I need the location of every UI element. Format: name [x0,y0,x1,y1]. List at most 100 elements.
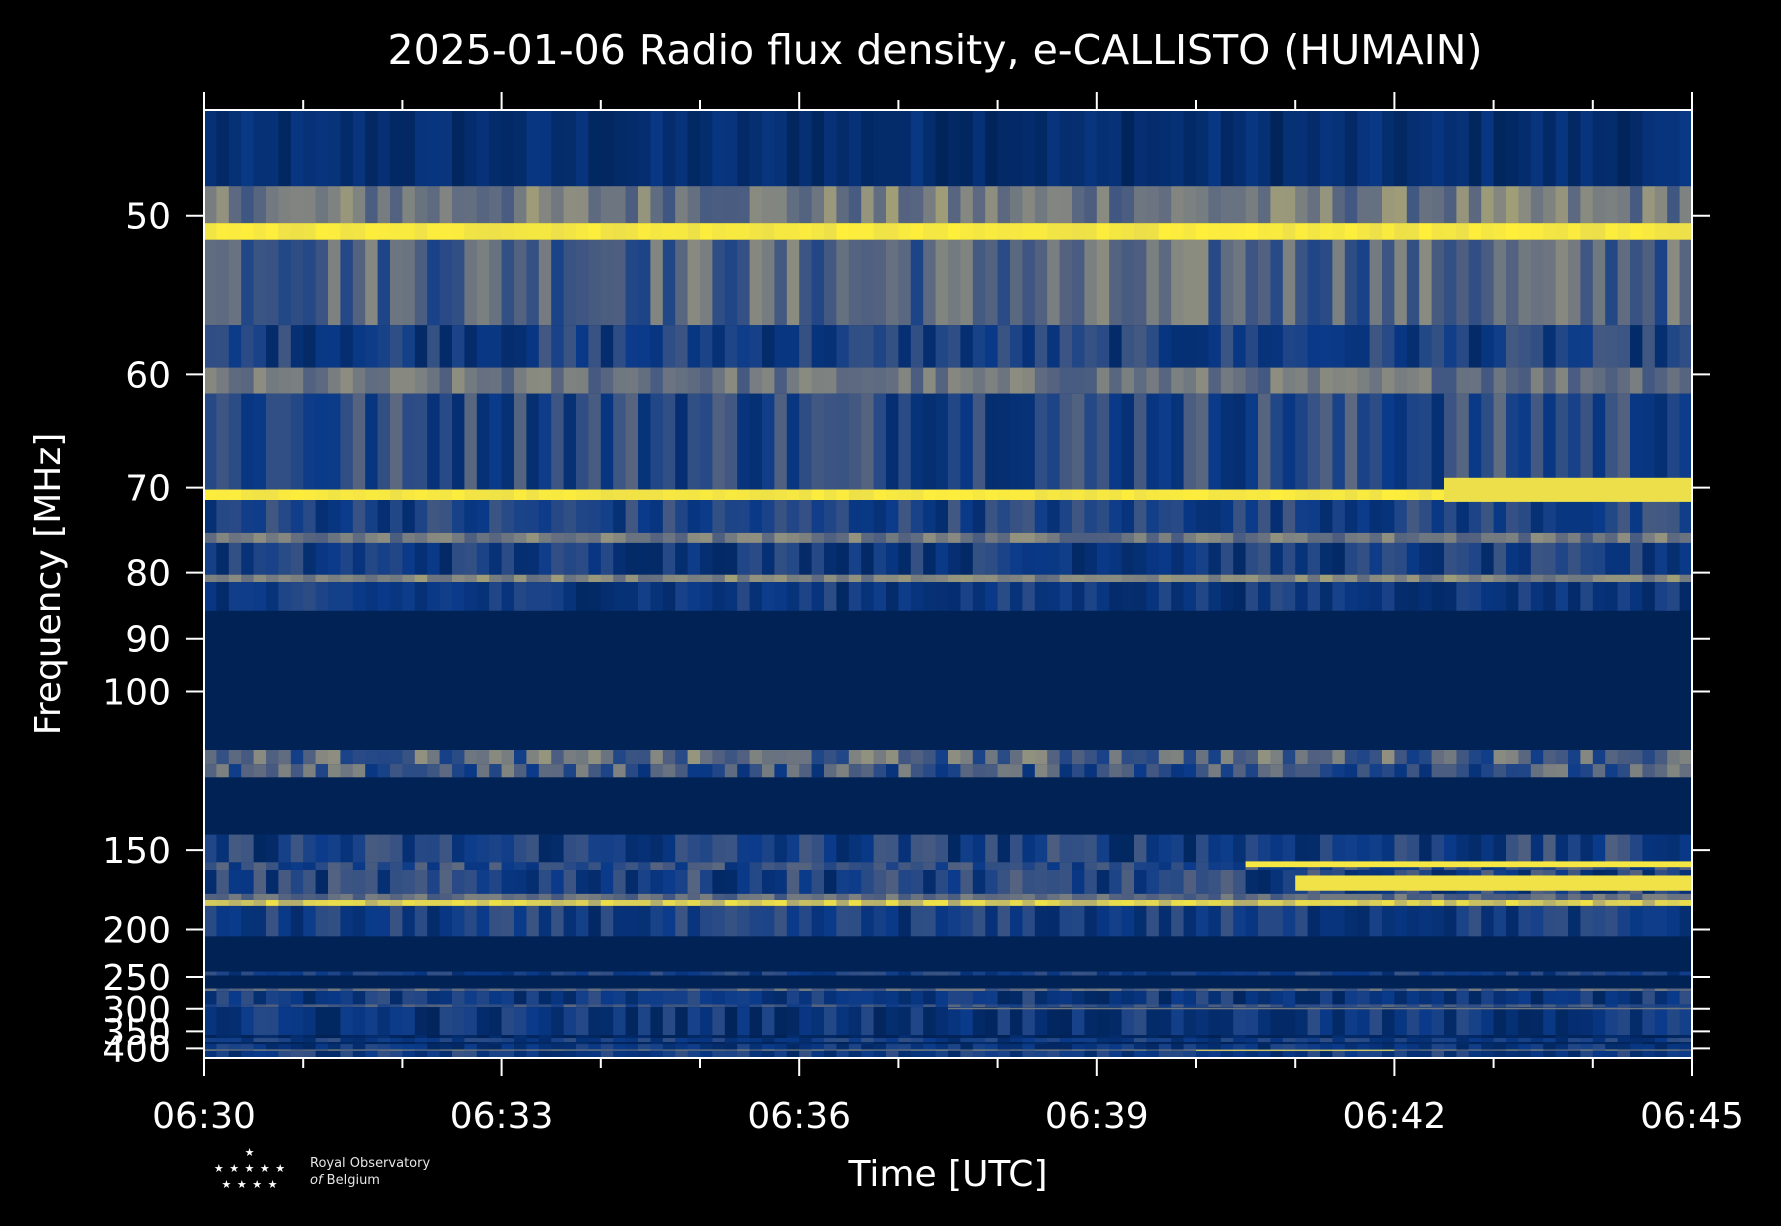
heatmap-cell [1630,1038,1643,1043]
heatmap-cell [1568,1035,1581,1039]
heatmap-cell [253,834,267,863]
heatmap-cell [625,834,639,863]
heatmap-cell [1208,110,1222,187]
heatmap-cell [1233,223,1247,240]
heatmap-cell [402,1050,416,1058]
heatmap-cell [414,532,428,543]
heatmap-cell [526,325,540,368]
heatmap-cell [228,223,242,240]
heatmap-cell [774,532,788,543]
heatmap-cell [910,893,924,901]
heatmap-cell [1282,1038,1296,1043]
heatmap-cell [266,1042,279,1045]
heatmap-cell [1121,893,1135,901]
heatmap-cell [1592,186,1606,224]
heatmap-cell [638,750,651,765]
heatmap-cell [972,532,986,543]
heatmap-cell [216,110,230,187]
heatmap-cell [1171,582,1185,611]
heatmap-cell [266,489,279,501]
heatmap-cell [352,1044,366,1050]
heatmap-cell [1171,905,1185,937]
heatmap-cell [1679,1044,1693,1050]
heatmap-cell [228,574,242,583]
heatmap-cell [997,870,1011,894]
heatmap-cell [1369,905,1383,937]
heatmap-cell [1617,988,1631,992]
heatmap-cell [1022,905,1036,937]
heatmap-cell [1171,1044,1185,1050]
heatmap-cell [576,239,589,326]
heatmap-cell [836,489,850,501]
heatmap-cell [1010,834,1023,863]
heatmap-cell [1617,500,1631,533]
heatmap-cell [1270,1038,1284,1043]
heatmap-cell [762,988,775,992]
heatmap-cell [1679,1007,1693,1036]
heatmap-cell [935,532,949,543]
heatmap-cell [737,239,751,326]
heatmap-cell [1456,500,1470,533]
heatmap-cell [749,1044,763,1050]
heatmap-cell [749,1038,763,1043]
heatmap-cell [774,991,788,1005]
heatmap-cell [1605,971,1619,976]
heatmap-cell [228,367,242,394]
heatmap-cell [985,500,999,533]
heatmap-cell [811,1007,825,1036]
heatmap-cell [1158,988,1172,992]
heatmap-cell [228,1035,242,1039]
heatmap-cell [1208,870,1222,894]
heatmap-cell [1468,991,1482,1005]
heatmap-cell [1506,542,1519,575]
heatmap-cell [972,1042,986,1045]
heatmap-cell [1605,186,1619,224]
heatmap-cell [390,1035,403,1039]
heatmap-cell [427,110,441,187]
heatmap-cell [724,1007,738,1036]
heatmap-cell [650,750,664,765]
heatmap-cell [1183,971,1197,976]
heatmap-cell [414,900,428,906]
heatmap-cell [836,110,850,187]
heatmap-cell [948,900,961,906]
heatmap-cell [600,542,614,575]
heatmap-cell [774,870,788,894]
heatmap-cell [687,393,701,490]
heatmap-cell [836,393,850,490]
heatmap-cell [1654,834,1668,863]
heatmap-cell [1642,239,1656,326]
heatmap-cell [774,988,788,992]
heatmap-cell [1047,764,1061,778]
heatmap-cell [1208,532,1222,543]
heatmap-cell [489,574,503,583]
heatmap-cell [253,532,267,543]
heatmap-cell [997,367,1011,394]
heatmap-cell [476,971,490,976]
heatmap-cell [898,834,912,863]
heatmap-cell [1543,574,1557,583]
heatmap-cell [1320,239,1333,326]
heatmap-cell [1010,500,1023,533]
heatmap-cell [538,1007,552,1036]
heatmap-cell [1059,991,1073,1005]
heatmap-cell [1158,367,1172,394]
heatmap-cell [1183,862,1197,870]
heatmap-cell [1543,1035,1557,1039]
heatmap-cell [1419,532,1433,543]
heatmap-cell [204,750,217,765]
heatmap-cell [1121,1049,1135,1051]
heatmap-cell [204,1007,217,1036]
heatmap-cell [1344,574,1358,583]
heatmap-cell [662,489,676,501]
heatmap-cell [749,1049,763,1051]
heatmap-cell [675,1004,689,1008]
heatmap-cell [1468,367,1482,394]
heatmap-cell [1233,862,1247,870]
heatmap-cell [489,991,503,1005]
heatmap-cell [1096,542,1110,575]
heatmap-cell [315,393,329,490]
heatmap-cell [390,393,403,490]
heatmap-cell [1233,905,1247,937]
heatmap-cell [1456,393,1470,490]
